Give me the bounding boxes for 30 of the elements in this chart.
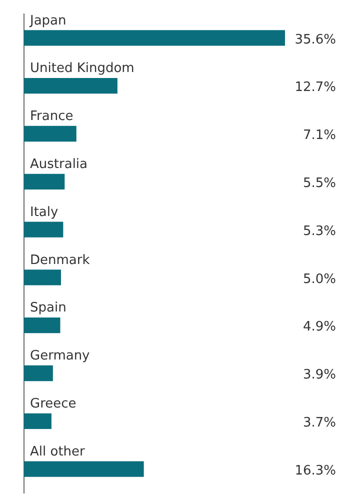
data-label: 5.3% bbox=[302, 224, 336, 239]
bar bbox=[24, 78, 118, 94]
data-label: 5.0% bbox=[302, 272, 336, 287]
bar bbox=[24, 30, 285, 46]
bar bbox=[24, 413, 52, 429]
data-label: 16.3% bbox=[294, 463, 336, 478]
data-label: 5.5% bbox=[302, 176, 336, 192]
data-label: 4.9% bbox=[302, 320, 336, 335]
y-tick-label: Italy bbox=[30, 204, 59, 220]
bar bbox=[24, 365, 53, 382]
bar bbox=[24, 126, 76, 142]
y-tick-label: Japan bbox=[29, 13, 66, 28]
y-tick-label: France bbox=[30, 109, 74, 124]
data-label: 12.7% bbox=[294, 80, 336, 96]
bar bbox=[24, 270, 61, 286]
data-label: 35.6% bbox=[294, 32, 336, 48]
y-tick-label: Denmark bbox=[30, 252, 90, 268]
y-tick-label: Germany bbox=[30, 348, 90, 364]
bar bbox=[24, 222, 64, 238]
y-tick-label: Spain bbox=[30, 300, 66, 316]
bar bbox=[24, 461, 144, 477]
bar bbox=[24, 318, 60, 334]
bar bbox=[24, 174, 65, 190]
data-label: 3.7% bbox=[302, 416, 336, 431]
y-tick-label: United Kingdom bbox=[30, 61, 134, 76]
data-label: 7.1% bbox=[302, 128, 336, 144]
data-label: 3.9% bbox=[302, 368, 336, 383]
y-tick-label: Australia bbox=[30, 157, 88, 172]
y-tick-label: Greece bbox=[30, 396, 76, 412]
y-tick-label: All other bbox=[30, 444, 86, 460]
